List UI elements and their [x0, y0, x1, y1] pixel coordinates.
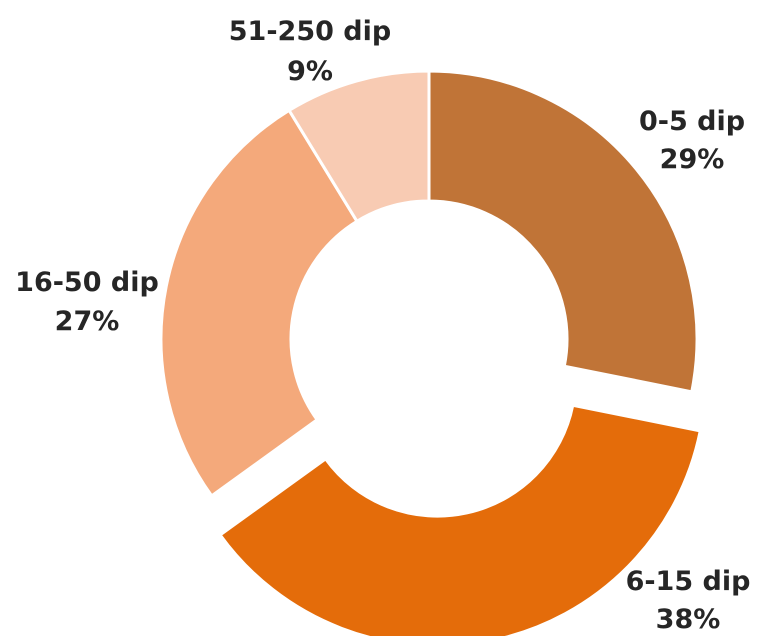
label-category-6-15-dip: 6-15 dip — [626, 566, 751, 597]
label-percent-0-5-dip: 29% — [660, 144, 725, 175]
label-category-0-5-dip: 0-5 dip — [639, 106, 745, 137]
slice-6-15-dip — [218, 403, 702, 636]
label-percent-51-250-dip: 9% — [287, 56, 333, 87]
label-percent-16-50-dip: 27% — [55, 306, 120, 337]
data-labels: 0-5 dip 29% 6-15 dip 38% 16-50 dip 27% 5… — [15, 16, 750, 635]
label-category-51-250-dip: 51-250 dip — [229, 16, 391, 47]
slice-16-50-dip — [159, 108, 359, 498]
slice-0-5-dip — [427, 69, 699, 394]
donut-slices — [159, 69, 702, 636]
slice-51-250-dip — [287, 69, 431, 223]
label-category-16-50-dip: 16-50 dip — [15, 267, 159, 298]
label-percent-6-15-dip: 38% — [656, 604, 721, 635]
